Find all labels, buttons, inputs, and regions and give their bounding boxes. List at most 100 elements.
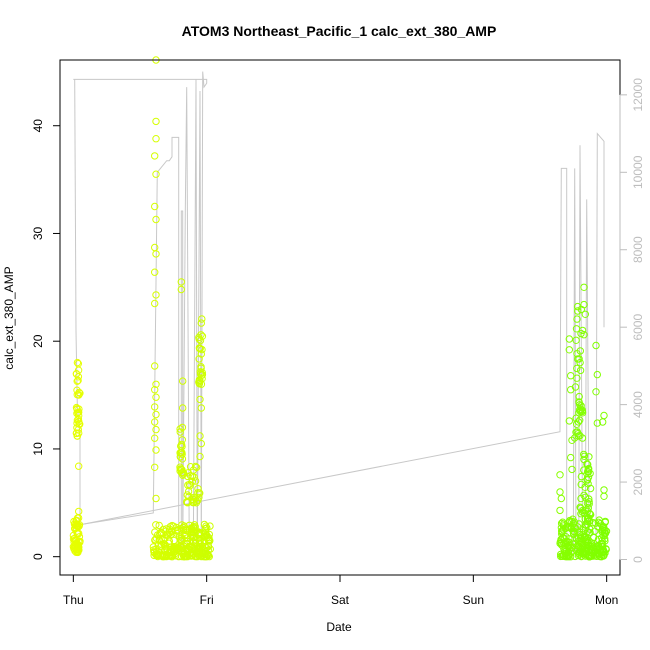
scatter-point	[556, 488, 564, 496]
scatter-point	[578, 406, 586, 414]
scatter-point	[151, 362, 159, 370]
scatter-point	[176, 463, 184, 471]
scatter-point	[585, 528, 593, 537]
scatter-point	[75, 391, 83, 399]
scatter-point	[179, 551, 187, 559]
scatter-point	[152, 494, 160, 503]
scatter-point	[580, 283, 588, 291]
y2-axis-right: 0 2000 4000 6000 8000 10000 12000	[619, 78, 645, 563]
scatter-point	[151, 403, 159, 411]
scatter-point	[151, 243, 159, 252]
scatter-point	[177, 285, 186, 294]
x-tick-label: Thu	[63, 593, 84, 607]
x-axis-label: Date	[326, 620, 352, 634]
scatter-point	[169, 545, 177, 554]
scatter-point	[572, 325, 581, 333]
scatter-point	[574, 541, 582, 549]
scatter-point	[156, 530, 164, 538]
scatter-point	[567, 453, 575, 462]
scatter-point	[178, 423, 187, 432]
y-tick-label: 10	[31, 442, 45, 456]
scatter-point	[584, 468, 593, 476]
scatter-point	[72, 370, 81, 378]
scatter-point	[152, 215, 160, 224]
scatter-point	[576, 366, 585, 375]
scatter-point	[558, 541, 566, 549]
scatter-point	[178, 534, 186, 542]
scatter-point	[190, 533, 198, 542]
y2-tick-label: 8000	[631, 236, 645, 263]
scatter-point	[568, 465, 576, 474]
scatter-point	[578, 434, 587, 442]
scatter-point	[74, 360, 83, 368]
scatter-point	[592, 388, 600, 396]
scatter-point	[152, 291, 160, 299]
plot-box	[59, 59, 621, 576]
scatter-point	[557, 494, 565, 503]
scatter-point	[200, 532, 208, 541]
scatter-point	[196, 395, 204, 404]
y-axis: 0 10 20 30 40	[31, 119, 61, 560]
scatter-point	[165, 528, 173, 536]
scatter-point	[195, 379, 204, 387]
scatter-point	[585, 495, 593, 503]
scatter-point	[561, 524, 570, 533]
chart-title: ATOM3 Northeast_Pacific_1 calc_ext_380_A…	[182, 23, 497, 39]
scatter-point	[180, 522, 188, 530]
scatter-point	[593, 370, 601, 379]
scatter-point	[152, 250, 160, 258]
scatter-point	[580, 331, 588, 339]
scatter-point	[151, 386, 159, 394]
y2-tick-label: 0	[631, 556, 645, 563]
scatter-point	[197, 319, 206, 327]
scatter-point	[563, 523, 572, 531]
scatter-point	[186, 463, 195, 471]
scatter-point	[197, 350, 206, 358]
y2-tick-label: 4000	[631, 391, 645, 418]
scatter-point	[196, 368, 205, 376]
scatter-point	[198, 371, 206, 379]
scatter-point	[197, 439, 206, 448]
scatter-point	[191, 462, 200, 471]
y2-tick-label: 12000	[631, 78, 645, 112]
scatter-point	[196, 452, 204, 461]
x-tick-label: Sun	[463, 593, 484, 607]
scatter-point	[73, 358, 82, 367]
scatter-point	[587, 541, 596, 549]
scatter-point	[73, 409, 81, 418]
data-layer	[69, 56, 611, 561]
scatter-point	[155, 521, 163, 530]
scatter-point	[152, 170, 160, 178]
scatter-point	[75, 462, 83, 470]
scatter-point	[73, 377, 81, 385]
scatter-point	[152, 393, 160, 401]
y2-tick-label: 6000	[631, 314, 645, 341]
scatter-point	[152, 446, 160, 454]
scatter-point	[181, 552, 189, 561]
x-tick-label: Fri	[200, 593, 214, 607]
scatter-point	[575, 548, 584, 556]
scatter-point	[201, 529, 209, 537]
scatter-point	[580, 450, 588, 459]
scatter-point	[602, 545, 610, 554]
scatter-point	[161, 541, 170, 549]
scatter-point	[585, 500, 593, 508]
scatter-point	[195, 376, 204, 384]
scatter-point	[580, 466, 588, 474]
scatter-point	[567, 372, 575, 380]
scatter-point	[151, 434, 159, 442]
scatter-point	[154, 551, 162, 560]
scatter-point	[152, 425, 160, 434]
scatter-point	[593, 419, 601, 427]
scatter-point	[151, 202, 159, 211]
scatter-point	[75, 388, 83, 397]
scatter-point	[572, 336, 580, 344]
scatter-point	[580, 300, 588, 309]
scatter-point	[573, 420, 581, 428]
scatter-point	[572, 428, 580, 436]
scatter-point	[189, 528, 197, 536]
scatter-point	[71, 524, 79, 532]
scatter-point	[176, 428, 184, 436]
scatter-point	[580, 455, 588, 464]
scatter-point	[565, 346, 573, 354]
